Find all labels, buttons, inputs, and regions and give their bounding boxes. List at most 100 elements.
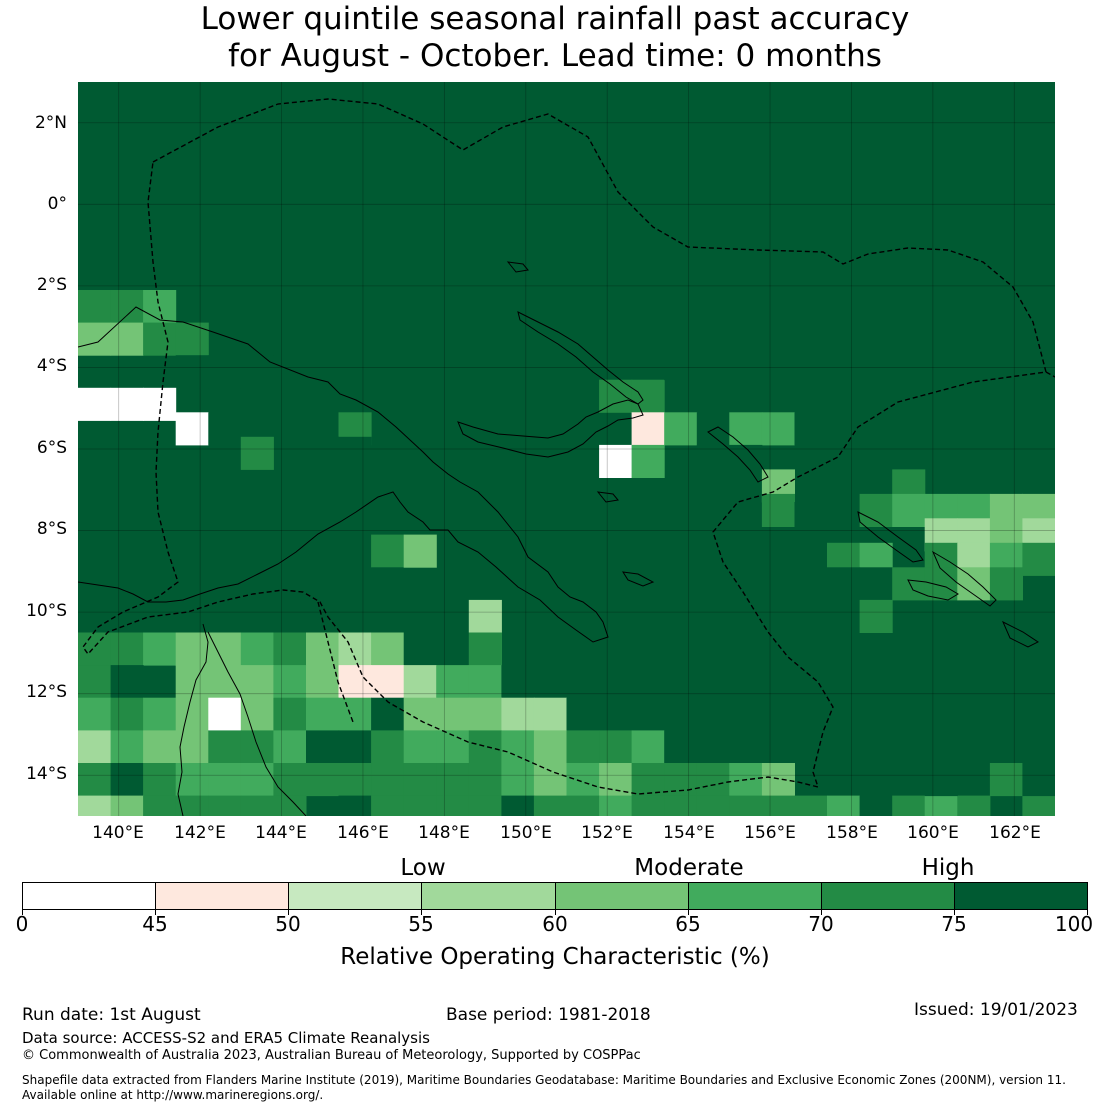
grid-cell bbox=[403, 795, 437, 816]
grid-cell bbox=[501, 795, 535, 816]
grid-cell bbox=[371, 697, 405, 731]
grid-cell bbox=[273, 795, 307, 816]
grid-cell bbox=[110, 795, 144, 816]
grid-cell bbox=[631, 412, 665, 446]
colorbar-tick-label: 45 bbox=[142, 912, 168, 936]
colorbar-tick bbox=[1087, 910, 1088, 915]
lon-label: 158°E bbox=[826, 823, 878, 843]
grid-cell bbox=[957, 567, 991, 601]
colorbar-tick bbox=[22, 910, 23, 915]
grid-cell bbox=[599, 444, 633, 478]
grid-cell bbox=[533, 795, 567, 816]
grid-cell bbox=[78, 697, 112, 731]
grid-cell bbox=[924, 567, 958, 601]
grid-cell bbox=[175, 795, 209, 816]
grid-cell bbox=[306, 436, 340, 470]
grid-cell bbox=[78, 322, 112, 356]
colorbar-tick bbox=[555, 910, 556, 915]
grid-cell bbox=[175, 632, 209, 666]
grid-cell bbox=[924, 763, 958, 797]
grid-cell bbox=[175, 697, 209, 731]
grid-cell bbox=[208, 795, 242, 816]
grid-cell bbox=[761, 412, 795, 446]
grid-cell bbox=[403, 534, 437, 568]
grid-cell bbox=[533, 697, 567, 731]
lon-label: 146°E bbox=[337, 823, 389, 843]
grid-cell bbox=[664, 412, 698, 446]
grid-cell bbox=[989, 567, 1023, 601]
lat-label: 10°S bbox=[26, 601, 67, 621]
bougainville-coastline bbox=[707, 426, 769, 483]
grid-cell bbox=[696, 795, 730, 816]
grid-cell bbox=[78, 632, 112, 666]
grid-cell bbox=[892, 567, 926, 601]
colorbar-tick-label: 0 bbox=[15, 912, 29, 936]
grid-cell bbox=[208, 730, 242, 764]
grid-cell bbox=[240, 355, 274, 389]
grid-cell bbox=[729, 795, 763, 816]
grid-cell bbox=[761, 493, 795, 527]
grid-cell bbox=[794, 412, 828, 446]
lon-label: 142°E bbox=[174, 823, 226, 843]
grid-cell bbox=[110, 697, 144, 731]
grid-cell bbox=[143, 697, 177, 731]
grid-cell bbox=[729, 412, 763, 446]
map-canvas bbox=[78, 82, 1055, 816]
data-source: Data source: ACCESS-S2 and ERA5 Climate … bbox=[22, 1029, 430, 1047]
grid-cell bbox=[338, 632, 372, 666]
grid-cell bbox=[468, 665, 502, 699]
grid-cell bbox=[631, 763, 665, 797]
grid-cell bbox=[78, 665, 112, 699]
lat-label: 6°S bbox=[36, 438, 67, 458]
grid-cell bbox=[696, 444, 730, 478]
grid-cell bbox=[1022, 795, 1055, 816]
grid-cell bbox=[78, 795, 112, 816]
grid-cell bbox=[338, 697, 372, 731]
grid-cell bbox=[175, 763, 209, 797]
grid-cell bbox=[240, 763, 274, 797]
grid-cell bbox=[175, 322, 209, 356]
grid-cell bbox=[761, 795, 795, 816]
grid-cell bbox=[110, 730, 144, 764]
grid-cell bbox=[468, 599, 502, 633]
grid-cell bbox=[110, 665, 144, 699]
grid-cell bbox=[957, 624, 991, 658]
lon-label: 148°E bbox=[418, 823, 470, 843]
grid-cell bbox=[403, 665, 437, 699]
title-line-1: Lower quintile seasonal rainfall past ac… bbox=[200, 1, 910, 37]
guadalcanal-coastline bbox=[907, 579, 959, 601]
shapefile-credit: Shapefile data extracted from Flanders M… bbox=[22, 1073, 1066, 1087]
colorbar-tick bbox=[954, 910, 955, 915]
grid-cell bbox=[143, 665, 177, 699]
lon-label: 152°E bbox=[581, 823, 633, 843]
coastline bbox=[78, 261, 1039, 816]
lat-label: 12°S bbox=[26, 682, 67, 702]
grid-cell bbox=[143, 387, 177, 421]
grid-cell bbox=[729, 444, 763, 478]
colorbar-tick-label: 100 bbox=[1054, 912, 1094, 936]
grid-cell bbox=[208, 697, 242, 731]
solomon-islands-coastline-1 bbox=[857, 511, 924, 563]
grid-cell bbox=[273, 763, 307, 797]
grid-cell bbox=[468, 730, 502, 764]
colorbar-label: Relative Operating Characteristic (%) bbox=[340, 944, 770, 970]
manus-island bbox=[506, 261, 529, 273]
legend-category-moderate: Moderate bbox=[634, 855, 744, 881]
grid-cell bbox=[338, 502, 372, 536]
grid-cell bbox=[338, 730, 372, 764]
lon-label: 150°E bbox=[500, 823, 552, 843]
grid-cell bbox=[436, 795, 470, 816]
grid-cell bbox=[240, 795, 274, 816]
solomon-eez-boundary bbox=[1045, 371, 1055, 378]
colorbar-tick-label: 50 bbox=[275, 912, 301, 936]
grid-cell bbox=[696, 763, 730, 797]
grid-cell bbox=[371, 795, 405, 816]
legend-category-high: High bbox=[921, 855, 975, 881]
grid-cell bbox=[1022, 624, 1055, 658]
grid-cell bbox=[436, 763, 470, 797]
grid-cell bbox=[664, 795, 698, 816]
grid-cell bbox=[468, 795, 502, 816]
grid-cell bbox=[273, 632, 307, 666]
grid-cell bbox=[273, 412, 307, 446]
grid-cell bbox=[403, 730, 437, 764]
